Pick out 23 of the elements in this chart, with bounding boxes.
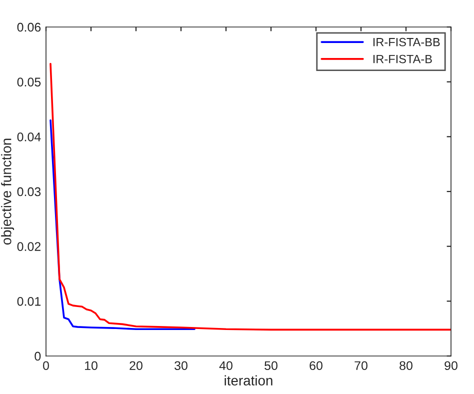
x-tick-label: 40 [219,361,232,370]
x-tick-label: 80 [400,361,412,370]
line-series [50,119,196,330]
y-tick-label: 0 [34,352,41,361]
legend-label: IR-FISTA-BB [373,38,440,46]
line-series [50,62,451,331]
legend-label: IR-FISTA-B [373,54,432,64]
x-tick-label: 60 [310,361,322,370]
y-tick-label: 0.05 [17,78,41,86]
x-tick-label: 70 [354,361,368,370]
x-axis-title: iteration [224,375,272,386]
x-tick-label: 30 [174,361,188,370]
y-tick-label: 0.04 [17,132,41,142]
x-tick-label: 50 [264,361,278,370]
y-tick-label: 0.03 [17,187,41,196]
y-tick-label: 0.02 [17,242,41,251]
x-tick-label: 10 [85,361,98,370]
y-tick-label: 0.06 [17,22,41,32]
y-axis-title: objective function [1,138,14,245]
x-tick-label: 0 [43,361,49,370]
y-tick-label: 0.01 [17,296,41,306]
x-tick-label: 90 [444,361,458,370]
x-tick-label: 20 [130,361,142,370]
